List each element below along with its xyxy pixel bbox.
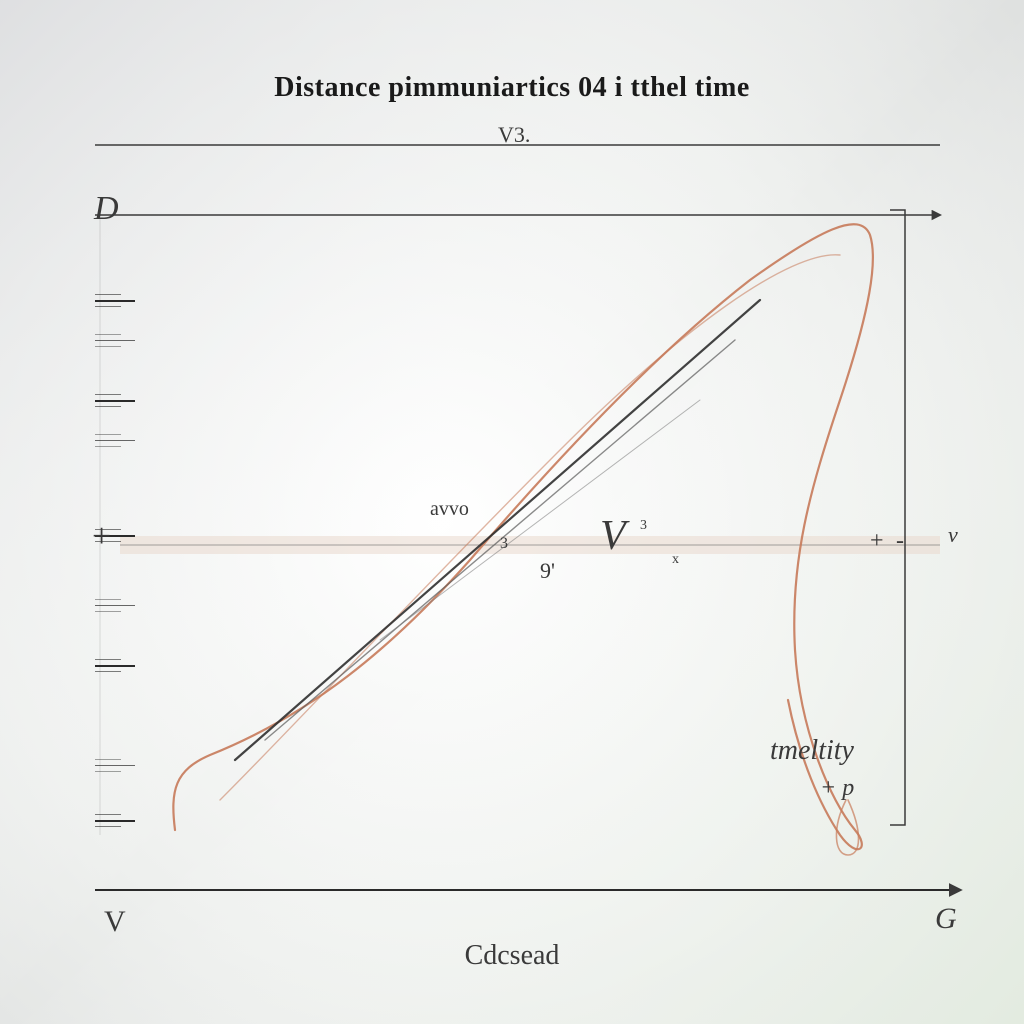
annotation-nine: 9' — [540, 558, 555, 584]
y-tick — [95, 820, 135, 822]
y-tick — [95, 340, 135, 341]
annotation-tmelitty: tmeltity — [770, 735, 854, 767]
annotation-cross-left: + — [92, 518, 111, 556]
annotation-big-v: V — [600, 512, 626, 560]
x-origin-label: V — [104, 905, 126, 939]
chart-title: Distance pimmuniartics 04 i tthel time — [0, 72, 1024, 104]
y-tick — [95, 665, 135, 667]
y-tick — [95, 300, 135, 302]
annotation-plus-right: + — [870, 528, 884, 555]
annotation-minus-right: - — [896, 528, 904, 555]
y-tick — [95, 605, 135, 606]
annotation-avvo: avvo — [430, 498, 469, 521]
chart-canvas: Distance pimmuniartics 04 i tthel time — [0, 0, 1024, 1024]
right-bracket-label: v — [948, 522, 958, 548]
annotation-plus-p: + p — [820, 775, 854, 802]
annotation-v-sup: 3 — [640, 518, 647, 534]
y-tick — [95, 400, 135, 402]
y-tick — [95, 765, 135, 766]
annotation-x-mark: x — [672, 552, 679, 568]
annotation-three-sup: 3 — [500, 535, 508, 553]
chart-background — [0, 0, 1024, 1024]
top-rule-label: V3. — [498, 122, 530, 148]
x-end-label: G — [935, 902, 957, 936]
x-axis-label: Cdcsead — [0, 940, 1024, 972]
y-tick — [95, 440, 135, 441]
y-top-letter: D — [94, 190, 119, 228]
